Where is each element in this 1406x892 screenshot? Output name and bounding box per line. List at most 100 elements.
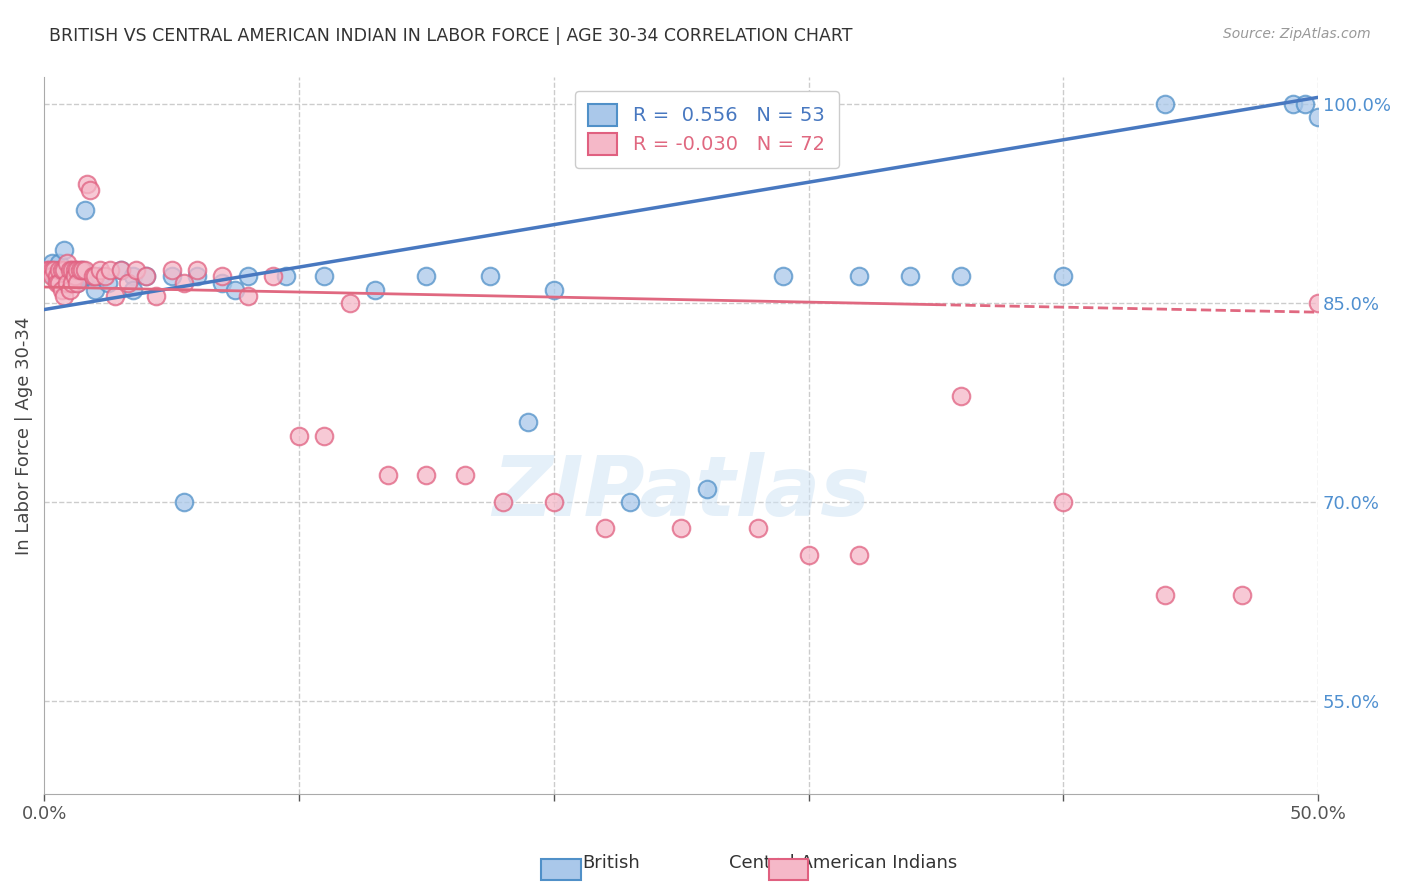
Point xyxy=(44,262,66,277)
Point xyxy=(89,262,111,277)
Point xyxy=(76,177,98,191)
Point xyxy=(56,276,79,290)
Point xyxy=(276,269,298,284)
Point xyxy=(97,276,120,290)
Point xyxy=(44,269,66,284)
Point xyxy=(51,262,73,277)
Point xyxy=(94,269,117,284)
Point xyxy=(1308,110,1330,124)
Point xyxy=(415,269,437,284)
Point xyxy=(79,269,101,284)
Point xyxy=(72,262,94,277)
Text: British: British xyxy=(582,855,641,872)
Point xyxy=(135,269,157,284)
Point xyxy=(619,495,641,509)
Point xyxy=(453,468,475,483)
Point xyxy=(58,262,80,277)
Point xyxy=(669,521,692,535)
Point xyxy=(84,269,107,284)
Point xyxy=(73,262,96,277)
Point xyxy=(48,262,70,277)
Point xyxy=(58,269,80,284)
Point xyxy=(56,269,79,284)
Point xyxy=(950,269,973,284)
Point xyxy=(48,276,70,290)
Point xyxy=(236,289,259,303)
Point xyxy=(224,283,246,297)
Point xyxy=(262,269,284,284)
Point xyxy=(56,256,79,270)
Point xyxy=(211,269,233,284)
Point xyxy=(479,269,502,284)
Point xyxy=(593,521,616,535)
Point xyxy=(517,415,540,429)
Point xyxy=(160,269,183,284)
Point xyxy=(58,283,80,297)
Point xyxy=(117,276,139,290)
Point xyxy=(60,276,83,290)
Point xyxy=(45,269,67,284)
Point xyxy=(45,276,67,290)
Point xyxy=(377,468,399,483)
Legend: R =  0.556   N = 53, R = -0.030   N = 72: R = 0.556 N = 53, R = -0.030 N = 72 xyxy=(575,91,838,168)
Point xyxy=(1052,269,1074,284)
Point xyxy=(160,262,183,277)
Point xyxy=(98,262,121,277)
Point xyxy=(104,289,127,303)
Point xyxy=(339,296,361,310)
Point xyxy=(543,495,565,509)
Point xyxy=(145,289,167,303)
Point xyxy=(72,262,94,277)
Point xyxy=(288,428,311,442)
Point xyxy=(66,276,89,290)
Point xyxy=(1358,296,1381,310)
Point xyxy=(73,203,96,218)
Point xyxy=(900,269,922,284)
Text: Central American Indians: Central American Indians xyxy=(730,855,957,872)
Point xyxy=(53,262,76,277)
Point xyxy=(76,269,98,284)
Point xyxy=(63,262,86,277)
Point xyxy=(211,276,233,290)
Point xyxy=(797,548,820,562)
Point xyxy=(110,262,132,277)
Point xyxy=(1281,97,1303,112)
Point xyxy=(747,521,769,535)
Point xyxy=(135,269,157,284)
Point xyxy=(173,276,195,290)
Point xyxy=(173,495,195,509)
Text: BRITISH VS CENTRAL AMERICAN INDIAN IN LABOR FORCE | AGE 30-34 CORRELATION CHART: BRITISH VS CENTRAL AMERICAN INDIAN IN LA… xyxy=(49,27,852,45)
Point xyxy=(53,289,76,303)
Point xyxy=(1308,296,1330,310)
Point xyxy=(60,262,83,277)
Point xyxy=(1154,97,1177,112)
Point xyxy=(236,269,259,284)
Point xyxy=(543,283,565,297)
Point xyxy=(125,262,148,277)
Point xyxy=(314,428,336,442)
Point xyxy=(60,276,83,290)
Point xyxy=(63,262,86,277)
Point xyxy=(110,262,132,277)
Point xyxy=(72,269,94,284)
Point xyxy=(79,183,101,197)
Point xyxy=(1294,97,1316,112)
Point xyxy=(41,256,63,270)
Point xyxy=(1052,495,1074,509)
Point xyxy=(84,283,107,297)
Point xyxy=(51,283,73,297)
Point xyxy=(82,269,104,284)
Point xyxy=(66,276,89,290)
Point xyxy=(69,262,91,277)
Point xyxy=(66,269,89,284)
Point xyxy=(696,482,718,496)
Point xyxy=(364,283,387,297)
Point xyxy=(89,269,111,284)
Y-axis label: In Labor Force | Age 30-34: In Labor Force | Age 30-34 xyxy=(15,317,32,555)
Text: Source: ZipAtlas.com: Source: ZipAtlas.com xyxy=(1223,27,1371,41)
Point xyxy=(38,262,60,277)
Point xyxy=(45,262,67,277)
Point xyxy=(51,262,73,277)
Point xyxy=(51,269,73,284)
Point xyxy=(772,269,794,284)
